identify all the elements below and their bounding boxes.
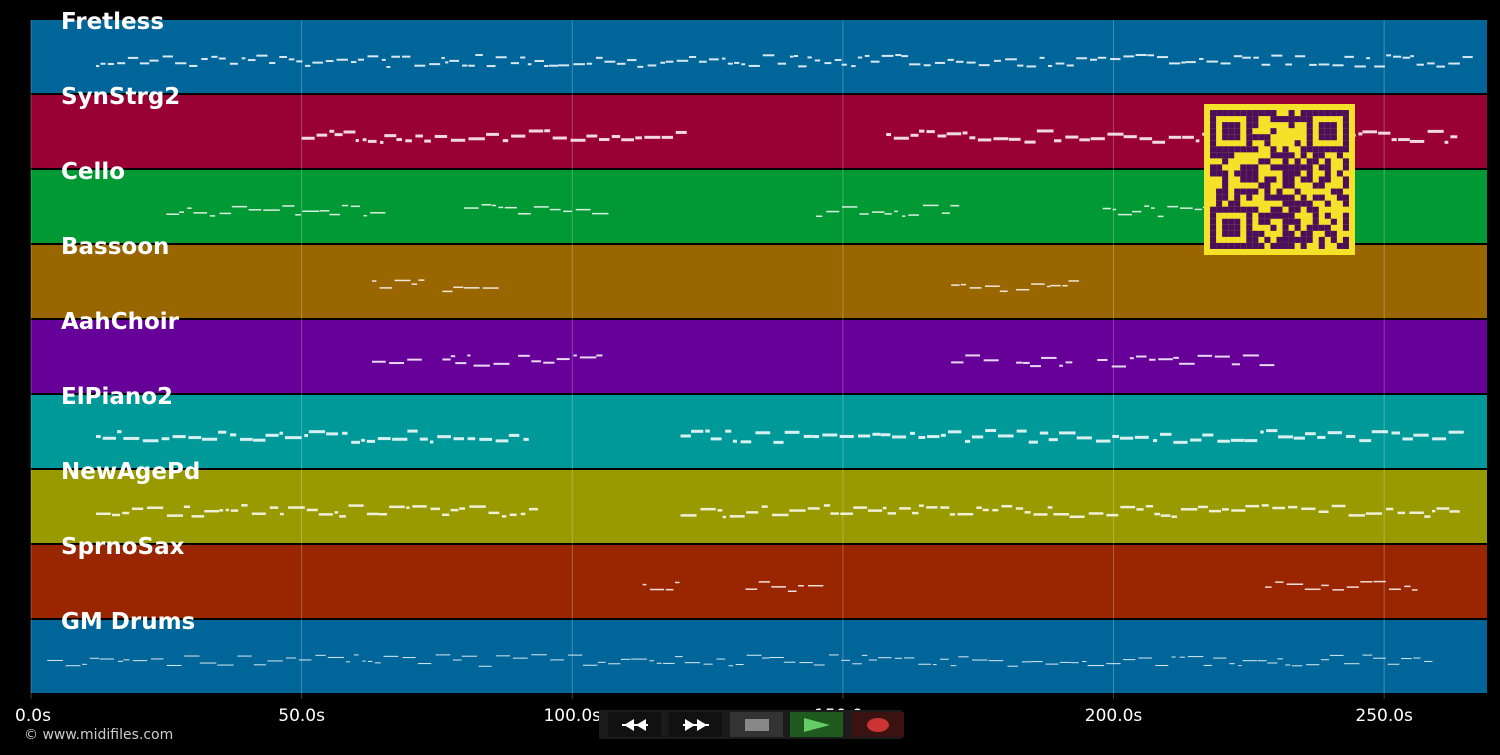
stop-icon [744,718,769,731]
track-label: Cello [61,159,126,185]
track-lane-gm-drums [31,620,1487,693]
track-label: SynStrg2 [61,84,181,110]
track-label: AahChoir [61,309,179,335]
qr-code [1204,104,1355,255]
track-label: ElPiano2 [61,384,174,410]
stop-button[interactable] [730,712,783,737]
time-tick-label: 200.0s [1084,706,1143,726]
time-tick-label: 50.0s [278,706,325,726]
time-tick-label: 0.0s [15,706,51,726]
track-label: Fretless [61,9,165,35]
time-tick-label: 250.0s [1355,706,1413,726]
track-lane-aahchoir [31,320,1487,393]
track-label: Bassoon [61,234,170,260]
track-label: GM Drums [61,609,196,635]
track-label: SprnoSax [61,534,185,560]
transport-bar [599,710,904,739]
play-button[interactable] [790,712,843,737]
time-tick-label: 100.0s [543,706,602,726]
record-button[interactable] [851,712,904,737]
record-icon [866,717,889,732]
track-label: NewAgePd [61,459,201,485]
fast-forward-icon [682,718,709,731]
copyright-text: © www.midifiles.com [24,727,174,743]
rewind-button[interactable] [608,712,661,737]
fast-forward-button[interactable] [669,712,722,737]
track-lane-fretless [31,20,1487,93]
rewind-icon [621,718,648,731]
play-icon [803,717,830,732]
track-lane-bassoon [31,245,1487,318]
